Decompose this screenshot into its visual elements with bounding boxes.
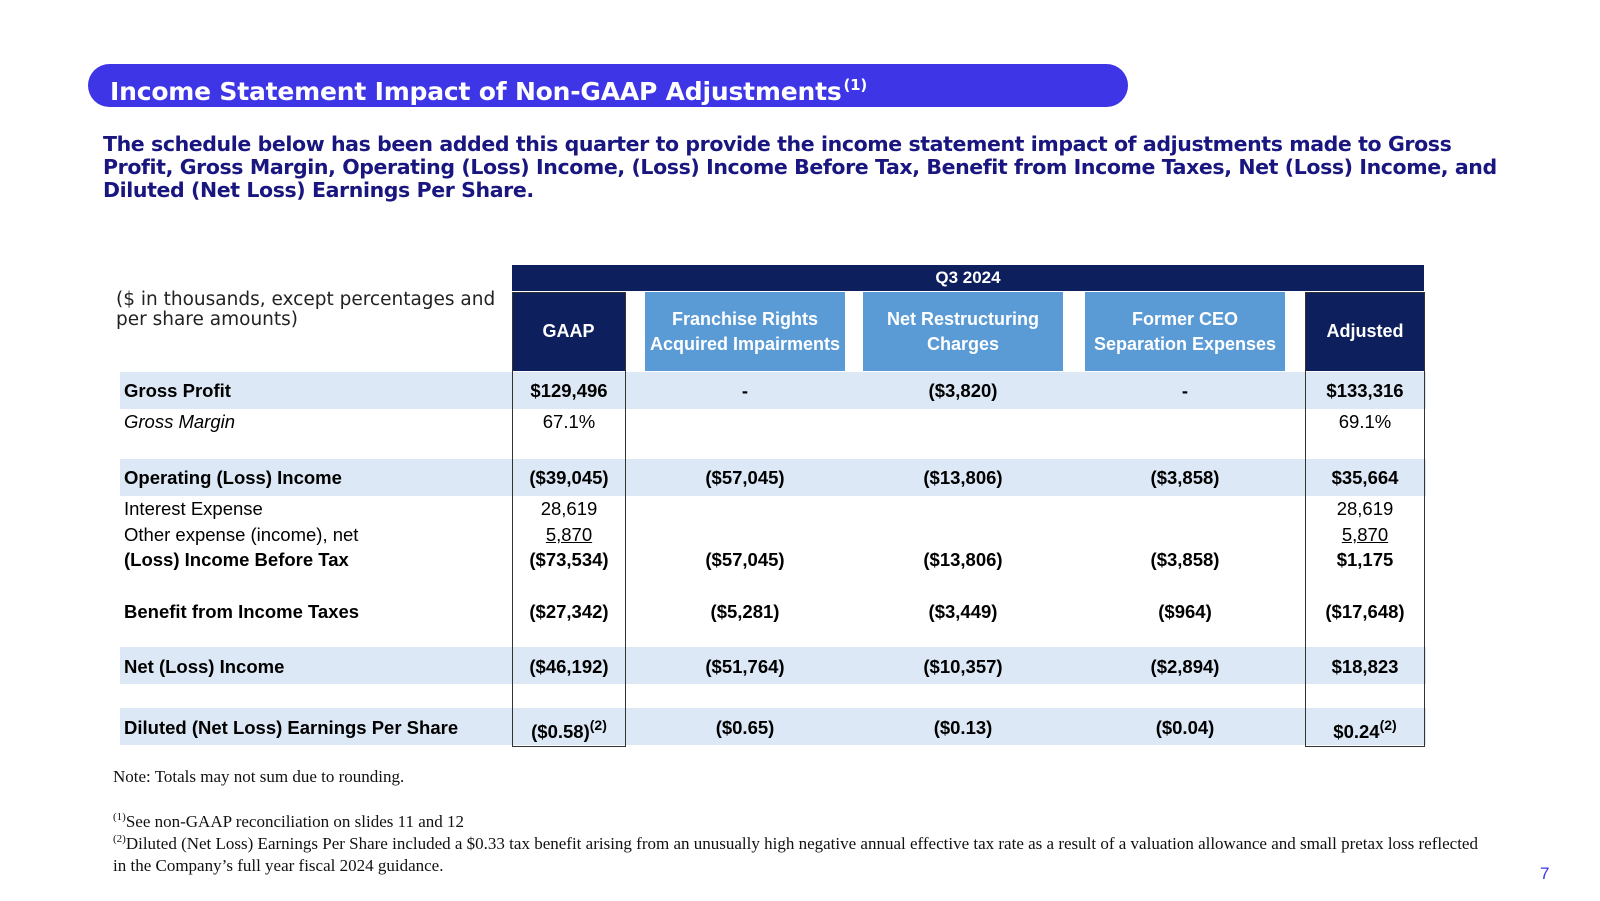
intro-paragraph: The schedule below has been added this q… — [103, 132, 1497, 202]
cell: ($3,858) — [1150, 467, 1220, 488]
cell-value: $0.24 — [1333, 721, 1380, 742]
row-label: Other expense (income), net — [124, 524, 359, 545]
cell: 28,619 — [540, 498, 598, 519]
cell: ($73,534) — [529, 549, 609, 570]
gaap-column-outline — [512, 292, 626, 747]
row-label: Interest Expense — [124, 498, 263, 519]
cell: ($51,764) — [705, 656, 785, 677]
adjusted-column-outline — [1305, 292, 1425, 747]
footnote-mark: (2) — [589, 717, 607, 733]
cell: $0.24(2) — [1305, 717, 1425, 743]
rounding-note: Note: Totals may not sum due to rounding… — [113, 767, 405, 786]
cell: ($10,357) — [923, 656, 1003, 677]
slide-title-text: Income Statement Impact of Non-GAAP Adju… — [110, 77, 842, 106]
cell: $35,664 — [1331, 467, 1399, 488]
row-label: Gross Profit — [124, 380, 231, 401]
col-header-former-ceo: Former CEO Separation Expenses — [1085, 292, 1285, 371]
cell: 5,870 — [512, 524, 626, 546]
row-band-eps — [120, 708, 1426, 745]
col-header-adjusted: Adjusted — [1306, 292, 1424, 371]
period-header: Q3 2024 — [512, 265, 1424, 291]
cell: ($3,858) — [1150, 549, 1220, 570]
cell: ($39,045) — [529, 467, 609, 488]
cell: ($0.58)(2) — [512, 717, 626, 743]
cell: ($3,820) — [928, 380, 998, 401]
cell: - — [1181, 380, 1189, 401]
cell: 5,870 — [1305, 524, 1425, 546]
cell: ($57,045) — [705, 467, 785, 488]
row-label: (Loss) Income Before Tax — [124, 549, 349, 570]
row-label: Gross Margin — [124, 411, 236, 432]
cell: ($0.04) — [1155, 717, 1215, 738]
cell-value: ($0.58) — [531, 721, 590, 742]
cell: ($13,806) — [923, 467, 1003, 488]
col-header-net-restructuring: Net Restructuring Charges — [863, 292, 1063, 371]
slide-title: Income Statement Impact of Non-GAAP Adju… — [88, 64, 1128, 107]
cell: $129,496 — [530, 380, 608, 401]
cell: ($0.13) — [933, 717, 993, 738]
cell: ($57,045) — [705, 549, 785, 570]
cell: $1,175 — [1336, 549, 1394, 570]
cell: 67.1% — [542, 411, 596, 432]
cell: ($964) — [1158, 601, 1212, 622]
footnote-1-text: See non-GAAP reconciliation on slides 11… — [125, 812, 465, 831]
cell: $133,316 — [1326, 380, 1404, 401]
units-label: ($ in thousands, except percentages and … — [116, 289, 496, 330]
row-label: Benefit from Income Taxes — [124, 601, 360, 622]
row-label: Operating (Loss) Income — [124, 467, 342, 488]
cell: ($3,449) — [928, 601, 998, 622]
cell: - — [741, 380, 749, 401]
row-band-operating-income — [120, 459, 1426, 496]
cell: $18,823 — [1331, 656, 1399, 677]
page-number: 7 — [1540, 864, 1550, 883]
cell: ($13,806) — [923, 549, 1003, 570]
col-header-gaap: GAAP — [512, 292, 625, 371]
cell: 69.1% — [1338, 411, 1392, 432]
col-header-franchise-rights: Franchise Rights Acquired Impairments — [645, 292, 845, 371]
footnote-2: (2)Diluted (Net Loss) Earnings Per Share… — [113, 828, 1493, 877]
cell: ($46,192) — [529, 656, 609, 677]
cell-value: 5,870 — [1341, 524, 1389, 545]
cell: 28,619 — [1336, 498, 1394, 519]
row-label: Diluted (Net Loss) Earnings Per Share — [124, 717, 459, 738]
row-band-gross-profit — [120, 372, 1426, 409]
cell: ($27,342) — [529, 601, 609, 622]
footnote-mark: (2) — [1379, 717, 1397, 733]
cell: ($0.65) — [715, 717, 775, 738]
footnote-1: (1)See non-GAAP reconciliation on slides… — [113, 806, 1493, 833]
cell-value: 5,870 — [545, 524, 593, 545]
slide-title-footnote-mark: (1) — [843, 76, 868, 94]
footnote-2-text: Diluted (Net Loss) Earnings Per Share in… — [113, 834, 1478, 875]
footnote-2-mark: (2) — [113, 833, 126, 845]
row-band-net-income — [120, 647, 1426, 684]
cell: ($2,894) — [1150, 656, 1220, 677]
cell: ($17,648) — [1325, 601, 1405, 622]
footnote-1-mark: (1) — [113, 811, 126, 823]
cell: ($5,281) — [710, 601, 780, 622]
row-label: Net (Loss) Income — [124, 656, 285, 677]
